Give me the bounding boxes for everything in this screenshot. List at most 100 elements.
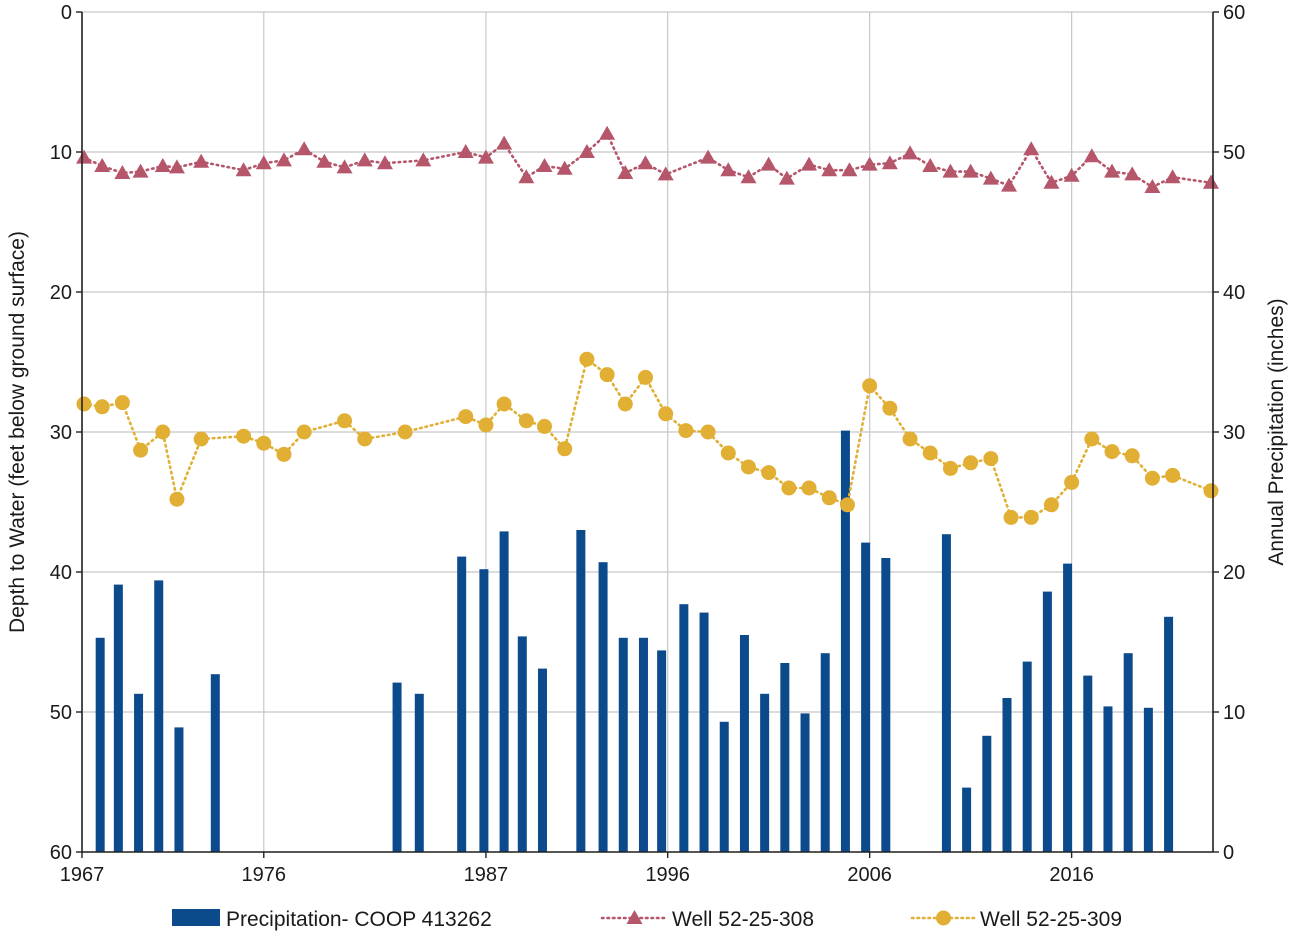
left-tick-label: 50 bbox=[50, 702, 72, 724]
legend: Precipitation- COOP 413262 Well 52-25-308… bbox=[172, 908, 1122, 931]
legend-circle-marker bbox=[936, 910, 951, 926]
circle-marker bbox=[922, 445, 938, 461]
precipitation-bar bbox=[499, 531, 509, 852]
circle-marker bbox=[256, 435, 272, 451]
precipitation-bar bbox=[414, 693, 424, 852]
triangle-marker bbox=[477, 149, 494, 164]
circle-marker bbox=[862, 378, 878, 394]
circle-marker bbox=[478, 417, 494, 433]
triangle-marker bbox=[1124, 166, 1141, 181]
well-lines bbox=[82, 131, 1215, 519]
x-tick-label: 1976 bbox=[242, 864, 287, 886]
precipitation-bar bbox=[962, 787, 972, 852]
precipitation-bar bbox=[679, 604, 689, 852]
precipitation-bar bbox=[840, 430, 850, 852]
triangle-marker bbox=[821, 162, 838, 177]
triangle-marker bbox=[778, 170, 795, 185]
precipitation-bar bbox=[1002, 698, 1012, 852]
precipitation-bar bbox=[820, 653, 830, 852]
precipitation-bar bbox=[392, 682, 402, 852]
circle-marker bbox=[397, 424, 413, 440]
triangle-marker bbox=[275, 152, 292, 167]
triangle-marker bbox=[1083, 148, 1100, 163]
circle-marker bbox=[169, 491, 185, 507]
triangle-marker bbox=[556, 160, 573, 175]
precipitation-bar bbox=[780, 663, 790, 852]
circle-marker bbox=[496, 396, 512, 412]
left-tick-label: 60 bbox=[50, 842, 72, 864]
triangle-marker bbox=[76, 149, 93, 164]
triangle-marker bbox=[1144, 179, 1161, 193]
precipitation-bar bbox=[1063, 563, 1073, 852]
precipitation-bar bbox=[881, 558, 891, 852]
right-tick-label: 20 bbox=[1223, 562, 1245, 584]
triangle-marker bbox=[415, 152, 432, 167]
circle-marker bbox=[740, 459, 756, 475]
right-tick-label: 0 bbox=[1223, 842, 1234, 864]
circle-marker bbox=[296, 424, 312, 440]
precipitation-bar bbox=[861, 542, 871, 852]
right-tick-label: 50 bbox=[1223, 142, 1245, 164]
circle-marker bbox=[114, 395, 130, 411]
triangle-marker bbox=[861, 156, 878, 171]
precipitation-bar bbox=[1083, 675, 1093, 852]
triangle-marker bbox=[740, 169, 757, 184]
precipitation-bar bbox=[598, 562, 608, 852]
right-tick-label: 10 bbox=[1223, 702, 1245, 724]
triangle-marker bbox=[316, 153, 333, 168]
circle-marker bbox=[276, 446, 292, 462]
triangle-marker bbox=[1164, 169, 1181, 184]
x-tick-label: 1987 bbox=[464, 864, 509, 886]
right-tick-label: 60 bbox=[1223, 2, 1245, 24]
precipitation-bar bbox=[739, 635, 749, 852]
precipitation-bar bbox=[1042, 591, 1052, 852]
circle-marker bbox=[902, 431, 918, 447]
triangle-marker bbox=[376, 155, 393, 170]
triangle-marker bbox=[1202, 174, 1219, 189]
circle-marker bbox=[821, 490, 837, 506]
circle-marker bbox=[720, 445, 736, 461]
left-tick-label: 30 bbox=[50, 422, 72, 444]
triangle-marker bbox=[114, 165, 131, 179]
circle-marker bbox=[579, 351, 595, 367]
triangle-marker bbox=[1063, 167, 1080, 182]
x-tick-label: 1996 bbox=[645, 864, 690, 886]
circle-marker bbox=[1144, 470, 1160, 486]
legend-swatch-precipitation bbox=[172, 909, 220, 926]
precipitation-bar bbox=[941, 534, 951, 852]
triangle-marker bbox=[496, 135, 513, 150]
triangle-marker bbox=[637, 155, 654, 170]
legend-label-well: Well 52-25-309 bbox=[980, 908, 1122, 931]
triangle-marker bbox=[578, 144, 595, 158]
precipitation-bar bbox=[618, 637, 628, 852]
precipitation-bar bbox=[982, 735, 992, 852]
circle-marker bbox=[1084, 431, 1100, 447]
triangle-marker bbox=[801, 156, 818, 171]
circle-marker bbox=[518, 413, 534, 429]
circle-marker bbox=[337, 413, 353, 429]
left-tick-label: 10 bbox=[50, 142, 72, 164]
precipitation-bar bbox=[174, 727, 184, 852]
circle-marker bbox=[781, 480, 797, 496]
right-axis-title: Annual Precipitation (inches) bbox=[1265, 298, 1288, 565]
legend-label-well: Well 52-25-308 bbox=[672, 908, 814, 931]
circle-marker bbox=[942, 460, 958, 476]
precipitation-bar bbox=[154, 580, 164, 852]
legend-label-precipitation: Precipitation- COOP 413262 bbox=[226, 908, 492, 931]
circle-marker bbox=[983, 451, 999, 467]
precipitation-bar bbox=[638, 637, 648, 852]
precipitation-bar bbox=[210, 674, 220, 852]
precipitation-bar bbox=[479, 569, 489, 852]
triangle-marker bbox=[942, 163, 959, 178]
triangle-marker bbox=[760, 156, 777, 171]
triangle-marker bbox=[94, 158, 111, 172]
circle-marker bbox=[557, 441, 573, 457]
precipitation-bar bbox=[800, 713, 810, 852]
triangle-marker bbox=[902, 145, 919, 160]
triangle-marker bbox=[700, 149, 717, 164]
x-tick-label: 2016 bbox=[1049, 864, 1094, 886]
circle-marker bbox=[761, 465, 777, 481]
circle-marker bbox=[1064, 474, 1080, 490]
circle-marker bbox=[236, 428, 252, 444]
